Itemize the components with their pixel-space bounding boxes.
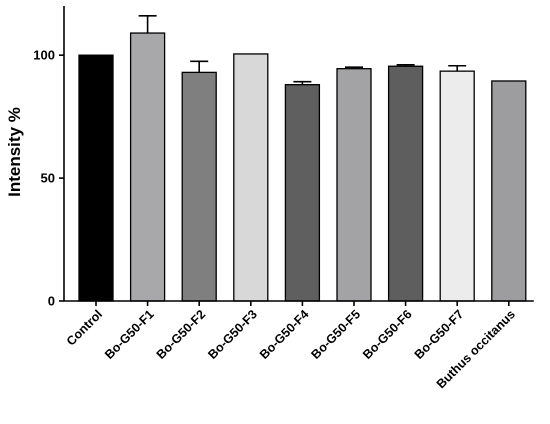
- y-tick-label-0: 0: [48, 294, 55, 309]
- bar-control: [78, 54, 114, 302]
- bars-layer: [78, 32, 527, 302]
- x-tick-label-bo-g50-f4: Bo-G50-F4: [257, 307, 312, 362]
- bar-bo-g50-f3: [233, 53, 269, 302]
- y-ticks-layer: 0 50 100: [33, 48, 64, 309]
- x-tick-label-control: Control: [64, 307, 105, 348]
- bar-bo-g50-f7: [439, 70, 475, 302]
- y-tick-label-50: 50: [41, 171, 55, 186]
- x-tick-label-bo-g50-f7: Bo-G50-F7: [412, 307, 467, 362]
- x-tick-label-bo-g50-f6: Bo-G50-F6: [360, 307, 415, 362]
- y-axis-title: Intensity %: [5, 107, 24, 197]
- bar-bo-g50-f5: [336, 68, 372, 302]
- x-tick-label-bo-g50-f2: Bo-G50-F2: [154, 307, 209, 362]
- x-tick-label-bo-g50-f5: Bo-G50-F5: [309, 307, 364, 362]
- bar-bo-g50-f2: [181, 71, 217, 302]
- bar-buthus-occitanus: [491, 80, 527, 302]
- x-tick-label-bo-g50-f3: Bo-G50-F3: [205, 307, 260, 362]
- error-bars-layer: [138, 15, 467, 85]
- bar-bo-g50-f6: [387, 65, 424, 302]
- y-tick-label-100: 100: [33, 48, 55, 63]
- x-tick-label-bo-g50-f1: Bo-G50-F1: [102, 307, 157, 362]
- bar-bo-g50-f1: [129, 32, 166, 302]
- bar-bo-g50-f4: [284, 84, 321, 302]
- y-axis-title-group: Intensity %: [5, 107, 24, 197]
- x-labels-layer: ControlBo-G50-F1Bo-G50-F2Bo-G50-F3Bo-G50…: [64, 301, 518, 391]
